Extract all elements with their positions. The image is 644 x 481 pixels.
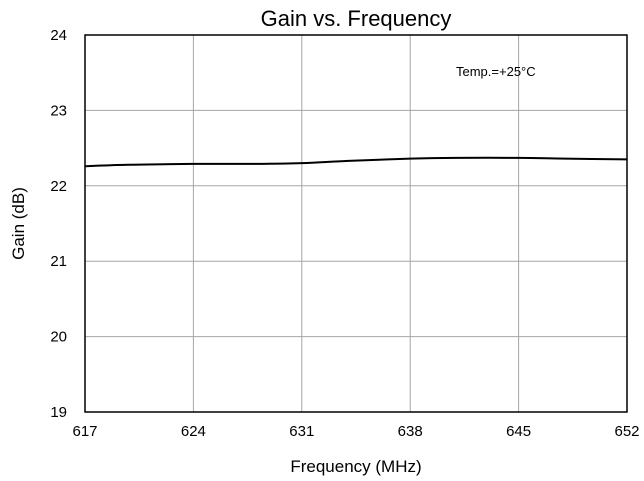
y-tick-label: 19 (50, 404, 67, 421)
x-tick-label: 631 (289, 423, 314, 440)
x-tick-label: 652 (614, 423, 639, 440)
gain-series-line (84, 156, 628, 168)
y-axis-label: Gain (dB) (9, 187, 28, 260)
plot-area-frame (84, 34, 628, 413)
grid-lines (84, 34, 628, 413)
x-tick-label: 617 (72, 423, 97, 440)
series-group (84, 156, 628, 168)
x-axis-label: Frequency (MHz) (290, 457, 421, 476)
y-tick-label: 23 (50, 102, 67, 119)
temperature-annotation: Temp.=+25°C (456, 64, 536, 79)
x-tick-label: 624 (181, 423, 206, 440)
x-tick-labels: 617 624 631 638 645 652 (72, 423, 639, 440)
chart-title: Gain vs. Frequency (261, 6, 452, 31)
x-tick-label: 638 (398, 423, 423, 440)
y-tick-label: 21 (50, 253, 67, 270)
x-tick-label: 645 (506, 423, 531, 440)
y-tick-label: 20 (50, 329, 67, 346)
y-tick-label: 24 (50, 27, 67, 44)
y-tick-label: 22 (50, 178, 67, 195)
y-tick-labels: 19 20 21 22 23 24 (50, 27, 67, 421)
